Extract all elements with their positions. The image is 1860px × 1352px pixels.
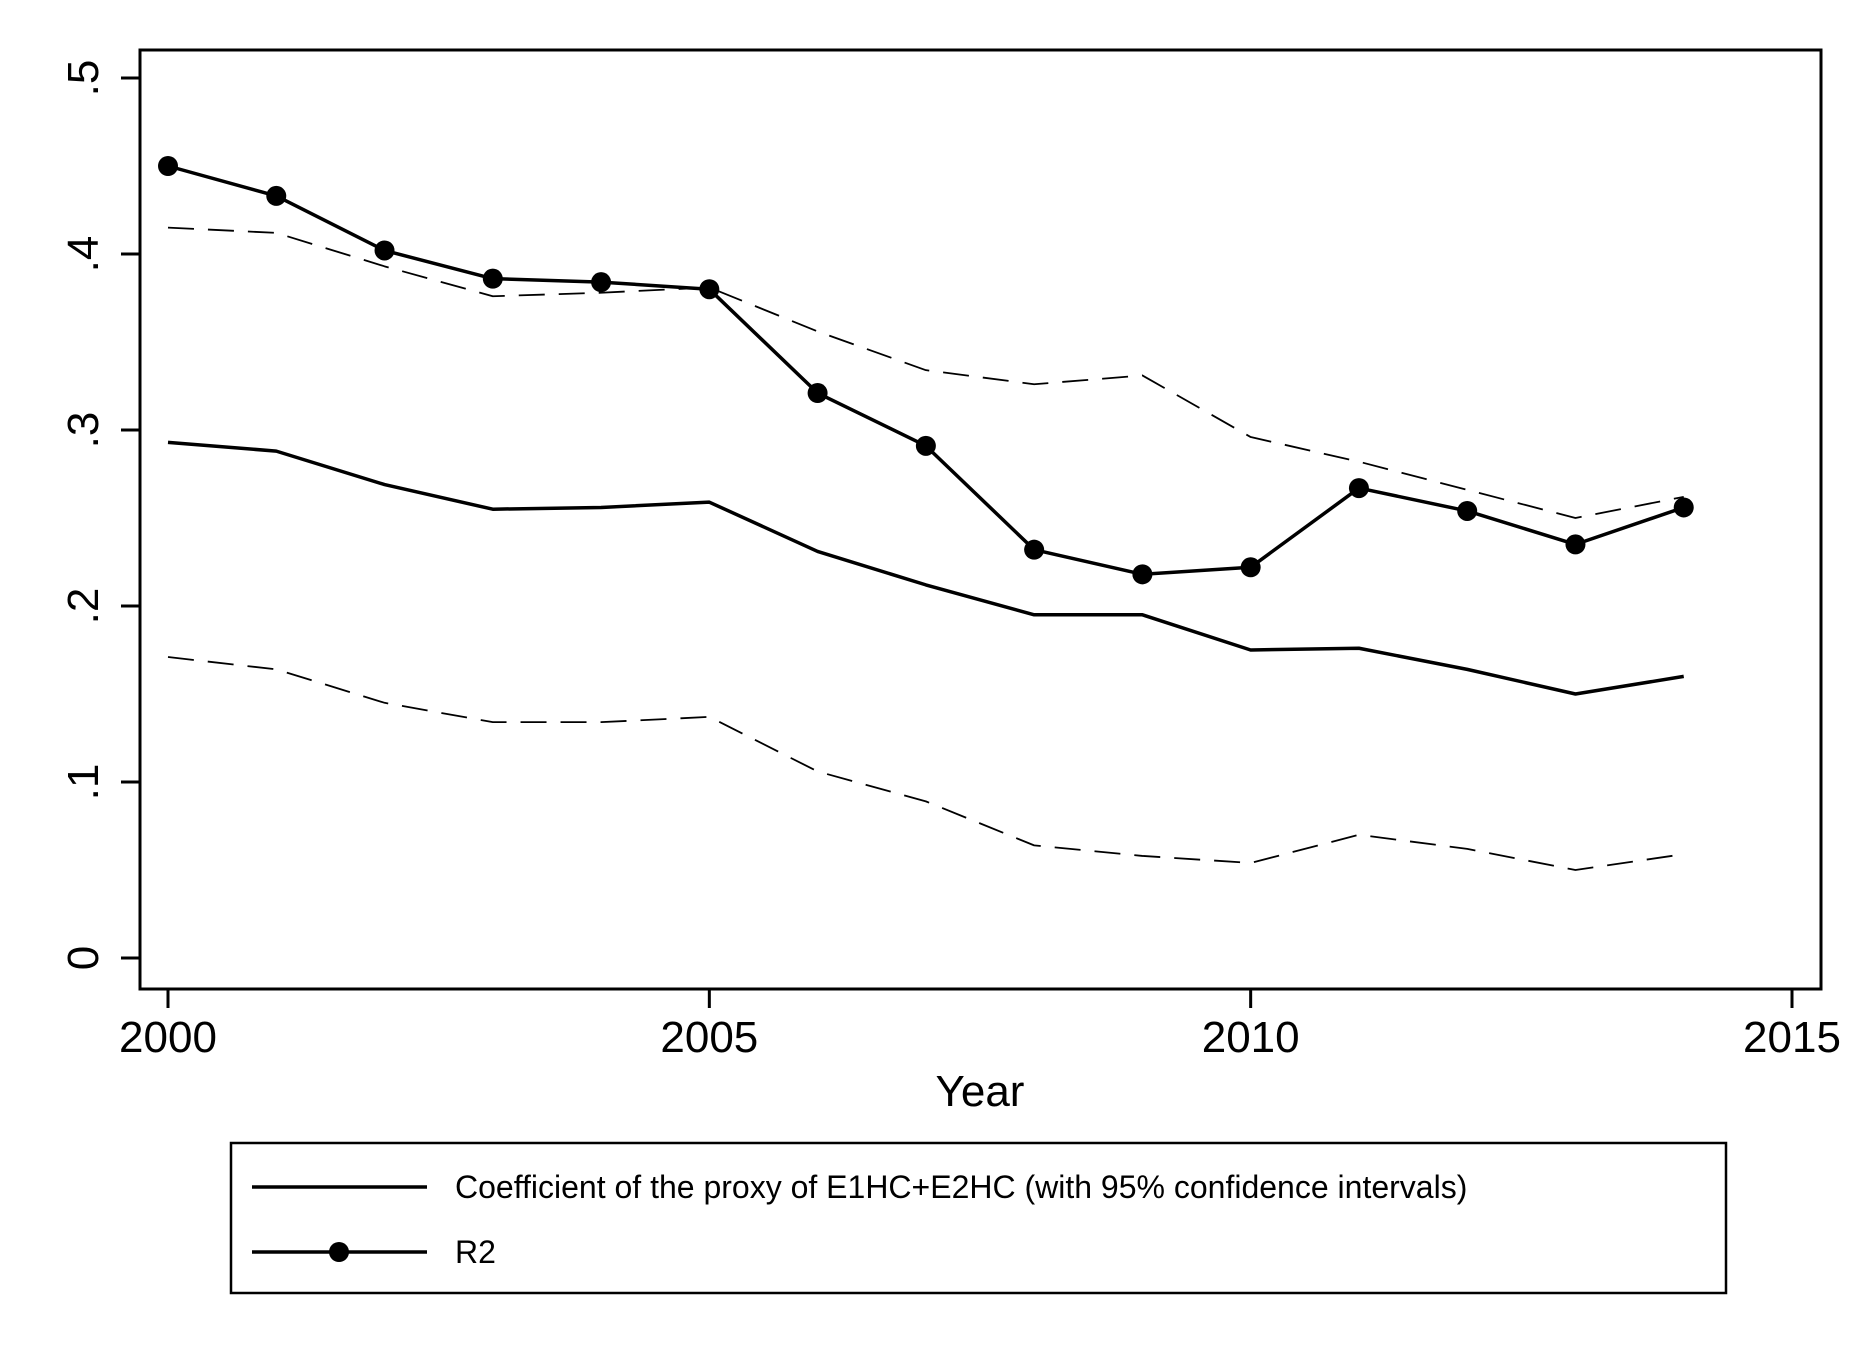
upper-ci-line xyxy=(167,226,1684,519)
r2-point-2000 xyxy=(158,156,178,176)
lower-ci-line xyxy=(167,656,1684,871)
x-tick-label-1: 2005 xyxy=(660,1013,758,1062)
legend-label-r2: R2 xyxy=(455,1234,496,1270)
r2-point-2012 xyxy=(1457,500,1478,521)
y-tick-label-1: .1 xyxy=(59,764,108,801)
r2-point-2008 xyxy=(1024,539,1045,560)
x-tick-label-3: 2015 xyxy=(1743,1013,1841,1062)
x-tick-label-2: 2010 xyxy=(1202,1013,1300,1062)
x-axis-title: Year xyxy=(936,1067,1025,1116)
y-tick-label-5: .5 xyxy=(59,60,108,97)
r2-point-2009 xyxy=(1132,564,1153,585)
x-tick-label-0: 2000 xyxy=(119,1013,217,1062)
r2-point-2002 xyxy=(374,240,395,261)
r2-point-2003 xyxy=(482,268,503,289)
x-axis: 2000 2005 2010 2015 xyxy=(119,989,1841,1062)
r2-point-2004 xyxy=(591,272,612,293)
y-axis: 0 .1 .2 .3 .4 .5 xyxy=(59,60,140,970)
r2-point-2001 xyxy=(266,185,287,206)
legend-box xyxy=(229,1141,1728,1295)
r2-point-2005 xyxy=(699,279,720,300)
r2-point-2013 xyxy=(1565,534,1586,555)
y-tick-label-0: 0 xyxy=(59,946,108,970)
y-tick-label-2: .2 xyxy=(59,588,108,625)
r2-point-2010 xyxy=(1240,557,1261,578)
legend-marker-r2 xyxy=(329,1242,349,1262)
legend: Coefficient of the proxy of E1HC+E2HC (w… xyxy=(229,1141,1728,1295)
r2-point-2011 xyxy=(1348,478,1369,499)
r2-point-2006 xyxy=(807,383,828,404)
plot-area-frame xyxy=(138,48,1823,991)
legend-label-coefficient: Coefficient of the proxy of E1HC+E2HC (w… xyxy=(455,1169,1467,1205)
coefficient-line xyxy=(167,440,1685,696)
y-tick-label-4: .4 xyxy=(59,236,108,273)
r2-point-2007 xyxy=(915,435,936,456)
y-tick-label-3: .3 xyxy=(59,412,108,449)
r2-point-2014 xyxy=(1673,497,1694,518)
series-layer xyxy=(158,156,1694,871)
